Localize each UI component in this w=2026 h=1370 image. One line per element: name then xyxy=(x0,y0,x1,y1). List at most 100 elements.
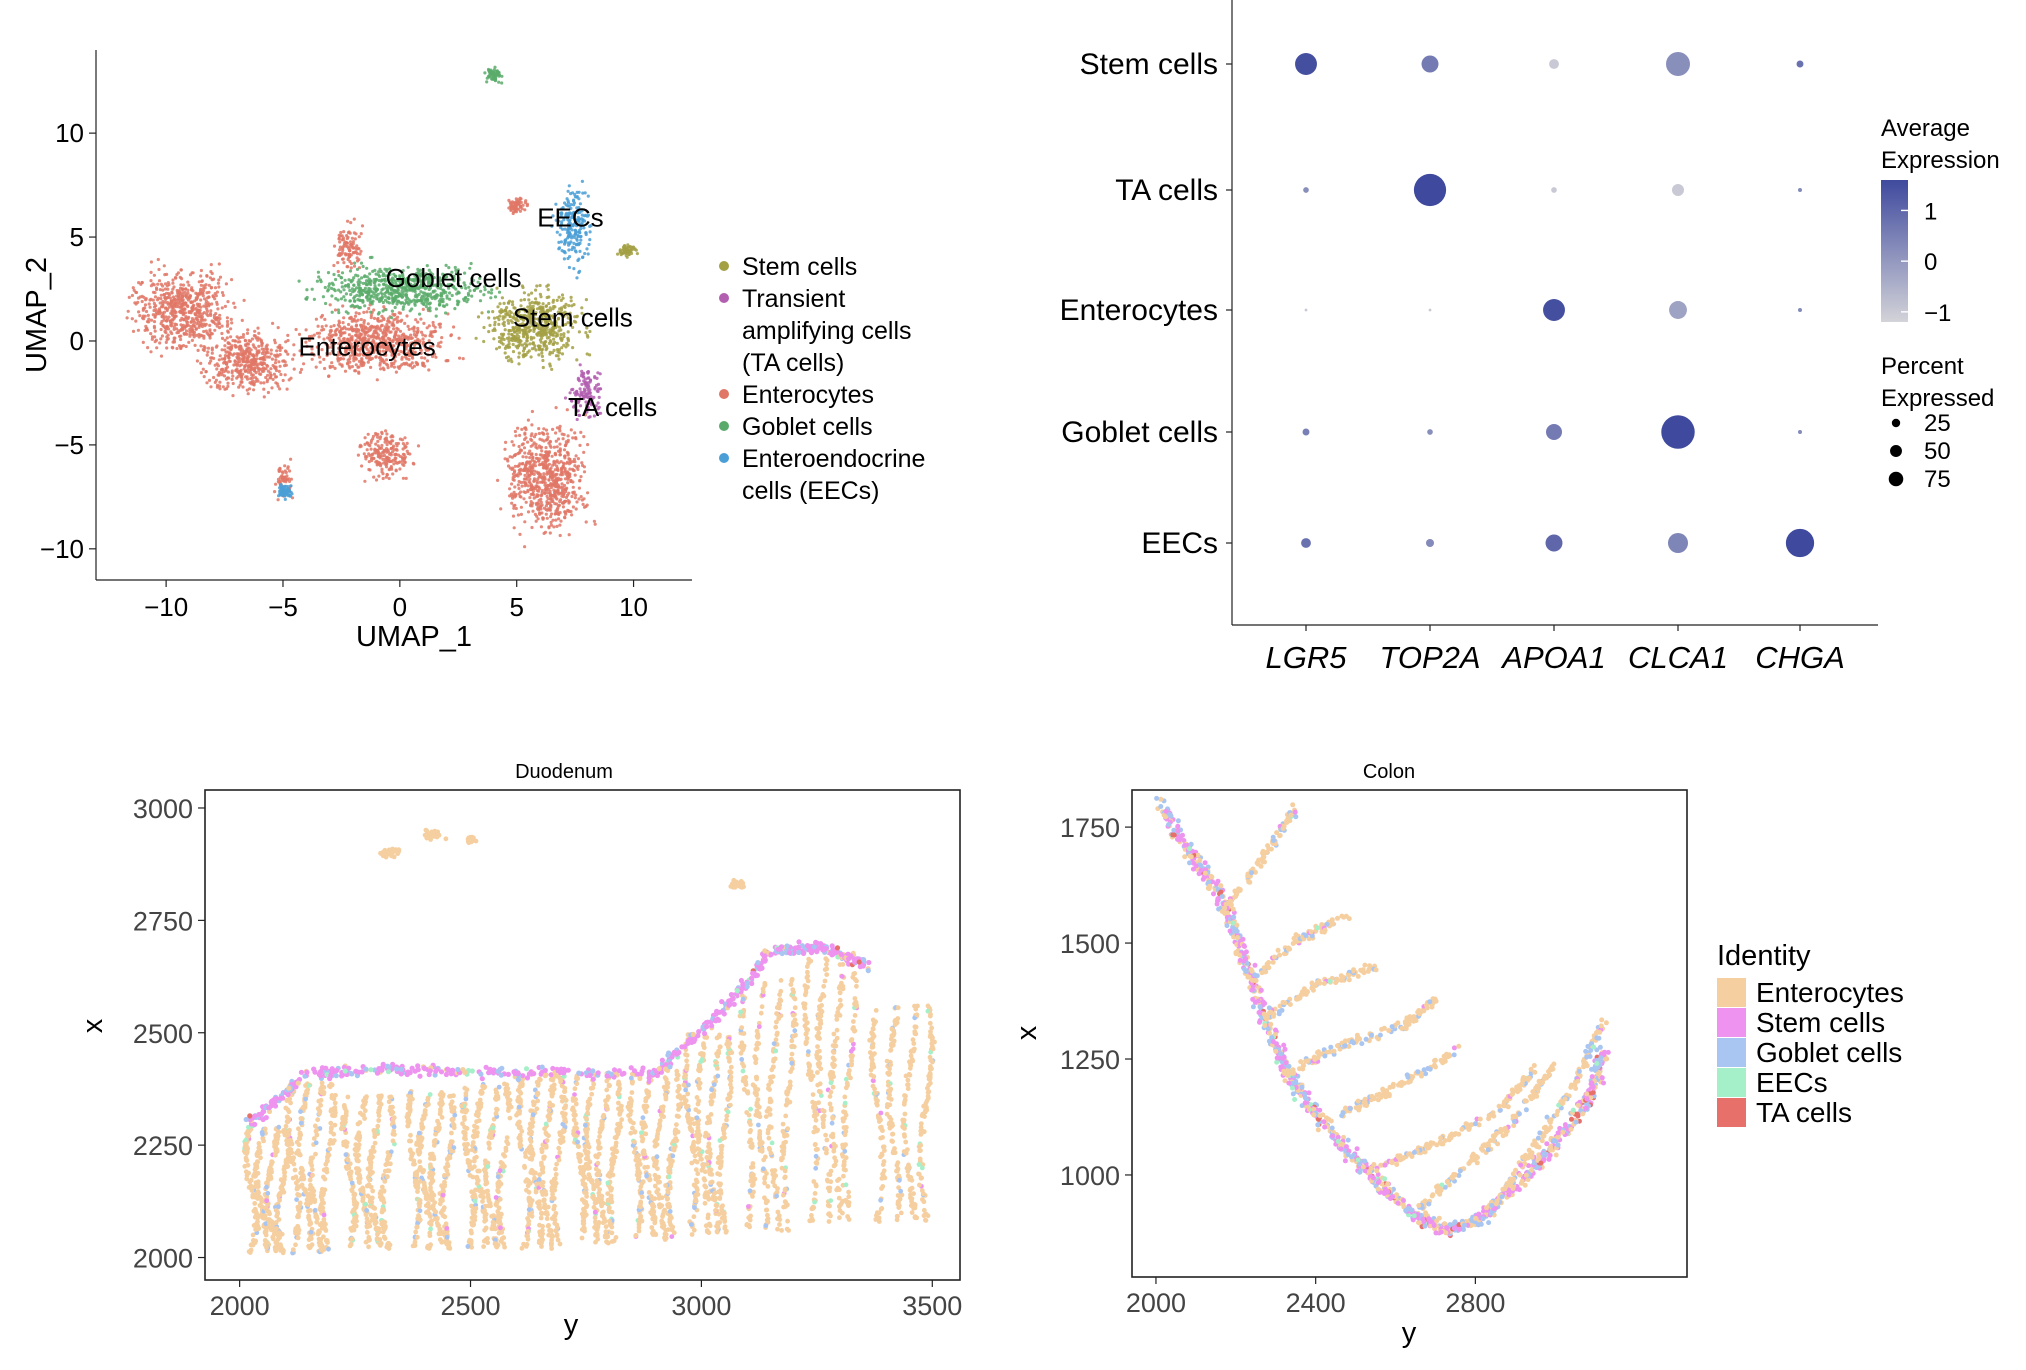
umap-point xyxy=(512,490,516,494)
duodenum-cell xyxy=(272,1139,277,1145)
umap-point xyxy=(378,446,382,450)
umap-point xyxy=(407,357,411,361)
umap-point xyxy=(333,330,337,334)
umap-point xyxy=(542,474,546,478)
umap-point xyxy=(330,281,334,285)
umap-point xyxy=(220,324,224,328)
umap-point xyxy=(583,413,588,417)
umap-point xyxy=(242,298,246,302)
umap-point xyxy=(519,298,523,302)
duodenum-cell xyxy=(269,1169,274,1175)
umap-point xyxy=(169,323,173,327)
umap-point xyxy=(338,362,342,366)
umap-point xyxy=(330,342,334,346)
umap-point xyxy=(425,359,430,363)
umap-point xyxy=(181,302,185,306)
umap-point xyxy=(582,470,587,474)
umap-point xyxy=(432,276,436,280)
umap-point xyxy=(626,243,630,247)
umap-point xyxy=(360,464,364,468)
umap-point xyxy=(383,440,387,444)
umap-point xyxy=(395,302,399,306)
umap-point xyxy=(384,465,389,469)
umap-point xyxy=(355,267,360,271)
umap-point xyxy=(531,489,536,493)
umap-point xyxy=(551,427,555,431)
umap-point xyxy=(540,351,544,355)
umap-point xyxy=(201,367,205,371)
umap-point xyxy=(567,500,572,504)
umap-point xyxy=(159,293,163,297)
umap-point xyxy=(393,305,397,310)
umap-point xyxy=(152,305,157,309)
umap-point xyxy=(580,369,584,373)
umap-point xyxy=(172,327,176,331)
umap-point xyxy=(566,476,571,480)
duodenum-cell xyxy=(264,1245,269,1250)
dotplot-dot xyxy=(1798,308,1802,312)
umap-point xyxy=(241,357,245,361)
umap-point xyxy=(531,509,535,513)
umap-point xyxy=(125,316,129,320)
umap-point xyxy=(537,502,541,506)
umap-point xyxy=(252,354,256,358)
umap-point xyxy=(138,314,142,318)
umap-legend-label: (TA cells) xyxy=(742,349,844,377)
umap-point xyxy=(365,448,369,452)
umap-point xyxy=(586,491,590,495)
umap-point xyxy=(543,488,547,492)
umap-point xyxy=(367,460,371,464)
umap-point xyxy=(345,351,349,355)
umap-point xyxy=(549,483,553,487)
umap-point xyxy=(528,477,532,481)
umap-point xyxy=(283,349,288,353)
umap-point xyxy=(543,477,547,481)
umap-point xyxy=(438,276,442,280)
umap-point xyxy=(320,313,324,318)
umap-point xyxy=(528,449,532,453)
umap-point xyxy=(507,342,511,346)
dotplot-gene-label: APOA1 xyxy=(1500,640,1605,675)
umap-point xyxy=(239,346,243,350)
duodenum-cell xyxy=(273,1226,279,1231)
umap-point xyxy=(538,472,543,477)
umap-point xyxy=(184,315,188,319)
umap-point xyxy=(532,478,536,483)
umap-point xyxy=(235,363,239,367)
umap-x-axis-label: UMAP_1 xyxy=(356,621,472,653)
umap-point xyxy=(571,491,576,495)
umap-point xyxy=(165,338,169,342)
umap-point xyxy=(210,346,214,350)
umap-point xyxy=(363,442,367,446)
umap-point xyxy=(336,298,340,302)
umap-point xyxy=(278,387,282,391)
dotplot-dot xyxy=(1666,52,1690,76)
umap-point xyxy=(553,462,557,466)
umap-point xyxy=(335,353,340,357)
umap-point xyxy=(511,514,516,518)
umap-point xyxy=(364,281,368,285)
umap-point xyxy=(584,298,589,302)
umap-point xyxy=(550,499,554,503)
umap-point xyxy=(310,347,314,351)
umap-point xyxy=(343,369,348,373)
umap-point xyxy=(165,296,169,300)
umap-point xyxy=(144,324,148,328)
umap-point xyxy=(181,328,185,332)
umap-point xyxy=(507,206,511,210)
umap-point xyxy=(250,337,254,341)
umap-point xyxy=(289,484,293,488)
umap-point xyxy=(235,335,239,339)
dotplot-dot xyxy=(1543,299,1565,321)
umap-point xyxy=(289,376,293,380)
umap-point xyxy=(568,232,572,236)
umap-point xyxy=(312,333,316,337)
umap-point xyxy=(417,341,421,345)
umap-point xyxy=(300,354,304,358)
umap-point xyxy=(266,369,270,373)
umap-point xyxy=(556,437,561,441)
umap-point xyxy=(550,454,554,458)
umap-point xyxy=(323,285,327,290)
umap-point xyxy=(191,271,195,275)
umap-point xyxy=(523,473,527,477)
